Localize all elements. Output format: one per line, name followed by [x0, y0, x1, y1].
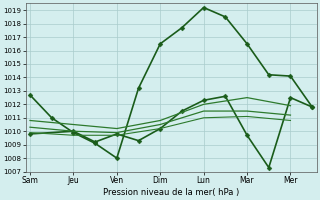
X-axis label: Pression niveau de la mer( hPa ): Pression niveau de la mer( hPa ) — [103, 188, 239, 197]
